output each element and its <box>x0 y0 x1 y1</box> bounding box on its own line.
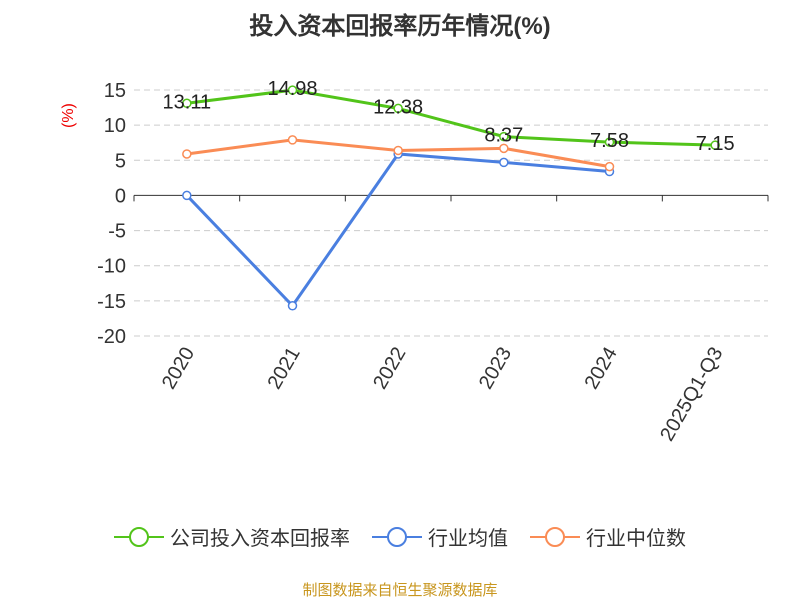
source-note: 制图数据来自恒生聚源数据库 <box>302 582 498 599</box>
x-tick-label: 2024 <box>581 344 622 394</box>
data-point <box>499 143 509 154</box>
y-tick-label: -5 <box>108 221 126 243</box>
y-tick-label: -10 <box>97 256 126 278</box>
data-point <box>499 131 509 142</box>
chart-title: 投入资本回报率历年情况(%) <box>249 13 551 40</box>
data-point <box>499 157 509 168</box>
legend-label: 公司投入资本回报率 <box>170 528 350 550</box>
legend-label: 行业均值 <box>428 528 508 550</box>
legend-marker-icon <box>372 526 422 547</box>
data-label: 12.38 <box>373 96 423 118</box>
y-tick-label: 15 <box>104 80 126 102</box>
y-tick-label: 10 <box>104 115 126 137</box>
x-tick-label: 2021 <box>264 344 305 394</box>
data-point <box>393 145 403 156</box>
x-tick-label: 2025Q1-Q3 <box>656 344 727 446</box>
x-tick-label: 2020 <box>158 344 199 394</box>
legend-item[interactable]: 公司投入资本回报率 <box>114 522 350 551</box>
y-tick-label: -20 <box>97 326 126 348</box>
data-point <box>287 85 298 95</box>
data-label: 7.58 <box>590 130 629 152</box>
data-point <box>287 135 298 145</box>
data-point <box>393 103 403 114</box>
data-point <box>182 98 192 109</box>
series-line-0 <box>186 88 716 147</box>
y-tick-label: 5 <box>115 150 126 172</box>
x-tick-label: 2022 <box>369 344 410 394</box>
legend-label: 行业中位数 <box>586 528 686 550</box>
y-tick-label: 0 <box>115 185 126 207</box>
legend-item[interactable]: 行业均值 <box>372 522 508 551</box>
legend: 公司投入资本回报率 行业均值 行业中位数 <box>0 522 800 551</box>
data-point <box>287 301 298 311</box>
data-point <box>182 190 192 201</box>
y-tick-label: -15 <box>97 291 126 313</box>
data-point <box>710 140 720 150</box>
series-line-1 <box>185 152 610 309</box>
data-label: 8.37 <box>484 125 523 147</box>
data-point <box>604 161 615 172</box>
legend-item[interactable]: 行业中位数 <box>530 522 686 551</box>
data-label: 14.98 <box>267 78 317 100</box>
data-label: 13.11 <box>163 91 212 113</box>
data-label: 7.15 <box>696 133 735 155</box>
data-point <box>604 137 615 147</box>
legend-marker-icon <box>530 526 580 547</box>
legend-marker-icon <box>114 526 164 547</box>
x-tick-label: 2023 <box>475 344 516 394</box>
data-point <box>182 149 192 159</box>
